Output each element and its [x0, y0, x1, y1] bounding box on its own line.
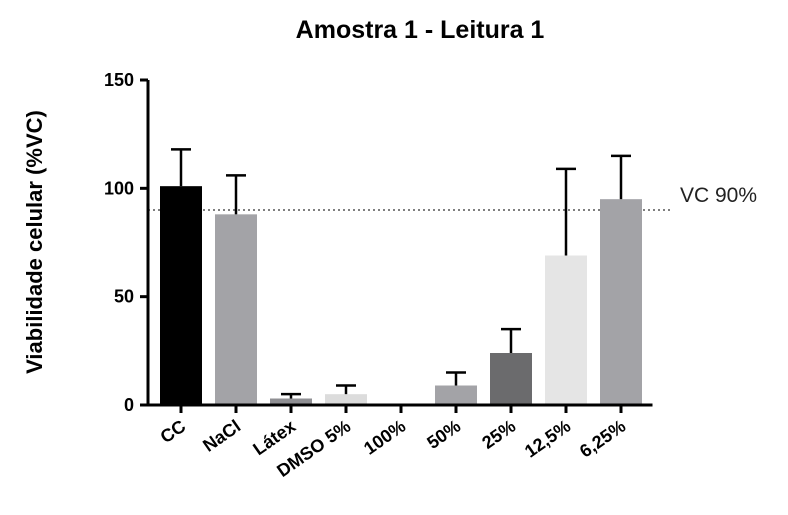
bar-7 — [545, 255, 587, 405]
x-tick-label-8: 6,25% — [576, 416, 629, 462]
y-ticks-group: 0 50 100 150 — [104, 70, 148, 415]
bar-1 — [215, 214, 257, 405]
bar-6 — [490, 353, 532, 405]
bar-3 — [325, 394, 367, 405]
error-bars-group — [171, 148, 631, 399]
reference-line-label: VC 90% — [680, 184, 757, 207]
bar-0 — [160, 186, 202, 405]
bar-8 — [600, 199, 642, 405]
y-tick-label-100: 100 — [104, 178, 134, 198]
bars-group — [160, 186, 642, 405]
x-tick-label-5: 50% — [423, 416, 464, 453]
chart-title: Amostra 1 - Leitura 1 — [296, 16, 545, 44]
x-tick-label-0: CC — [157, 416, 190, 447]
x-tick-label-7: 12,5% — [521, 416, 574, 462]
bar-2 — [270, 398, 312, 405]
x-tick-label-1: NaCl — [199, 416, 244, 456]
x-tick-label-4: 100% — [360, 416, 409, 459]
y-tick-label-150: 150 — [104, 70, 134, 90]
y-axis-label: Viabilidade celular (%VC) — [22, 110, 47, 374]
x-tick-label-6: 25% — [478, 416, 519, 453]
reference-line-group: VC 90% — [148, 184, 757, 211]
bar-5 — [435, 385, 477, 405]
y-tick-label-50: 50 — [114, 287, 134, 307]
y-tick-label-0: 0 — [124, 395, 134, 415]
